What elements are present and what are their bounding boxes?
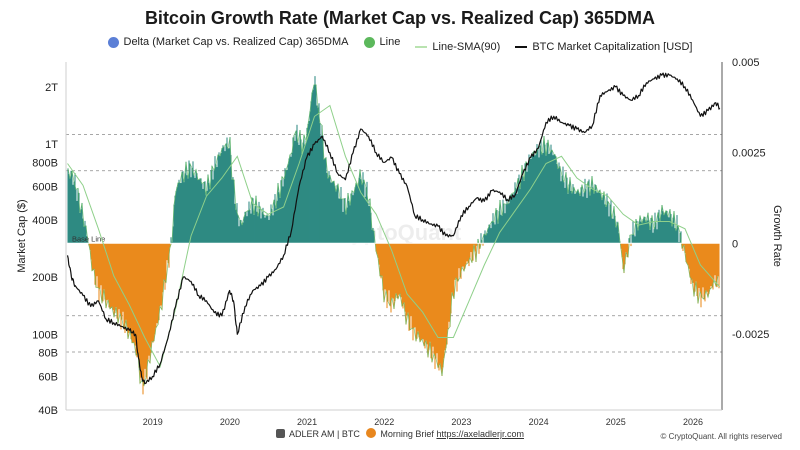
legend-label: Delta (Market Cap vs. Realized Cap) 365D… <box>123 36 349 48</box>
left-tick-label: 80B <box>38 348 58 360</box>
legend-line-icon <box>415 45 428 48</box>
legend-label: BTC Market Capitalization [USD] <box>532 40 693 53</box>
legend-item-market-cap[interactable]: BTC Market Capitalization [USD] <box>515 40 693 53</box>
legend-item-line[interactable]: Line <box>363 36 401 48</box>
x-tick-label: 2026 <box>683 417 703 427</box>
legend-dot-icon <box>363 36 375 48</box>
left-tick-label: 60B <box>38 372 58 384</box>
legend-item-delta[interactable]: Delta (Market Cap vs. Realized Cap) 365D… <box>107 36 349 48</box>
chart-legend: Delta (Market Cap vs. Realized Cap) 365D… <box>0 36 800 53</box>
chart-title: Bitcoin Growth Rate (Market Cap vs. Real… <box>144 8 656 28</box>
left-tick-label: 1T <box>45 139 58 151</box>
right-tick-label: -0.0025 <box>732 329 769 341</box>
x-tick-label: 2021 <box>297 417 317 427</box>
right-tick-label: 0.0025 <box>732 148 766 160</box>
sma90-series <box>67 104 721 368</box>
legend-dot-icon <box>107 36 119 48</box>
footer-brief: Morning Brief <box>380 429 434 439</box>
base-line-label: Base Line <box>72 234 105 243</box>
morning-brief-icon <box>366 428 377 438</box>
brand-logo-icon <box>276 429 286 438</box>
x-tick-label: 2024 <box>529 417 549 427</box>
left-tick-label: 200B <box>32 272 58 284</box>
x-tick-label: 2022 <box>374 417 394 427</box>
chart-footer: ADLER AM | BTC Morning Brief https://axe… <box>0 428 800 439</box>
legend-label: Line <box>379 36 401 48</box>
left-tick-label: 800B <box>32 157 58 169</box>
right-axis-title: Growth Rate <box>771 205 783 267</box>
right-tick-label: 0 <box>732 238 738 250</box>
footer-link[interactable]: https://axeladlerjr.com <box>436 429 524 439</box>
growth-line-series <box>67 84 719 387</box>
x-tick-label: 2020 <box>220 417 240 427</box>
right-tick-label: 0.005 <box>732 57 760 69</box>
legend-label: Line-SMA(90) <box>432 40 501 53</box>
x-tick-label: 2025 <box>606 417 626 427</box>
left-tick-label: 400B <box>32 215 58 227</box>
x-tick-label: 2019 <box>143 417 163 427</box>
legend-line-icon <box>515 45 528 48</box>
x-tick-label: 2023 <box>451 417 471 427</box>
left-tick-label: 40B <box>38 405 58 417</box>
footer-brand: ADLER AM | BTC <box>289 429 360 439</box>
left-tick-label: 600B <box>32 181 58 193</box>
left-tick-label: 100B <box>32 329 58 341</box>
left-tick-label: 2T <box>45 82 58 94</box>
left-axis-title: Market Cap ($) <box>16 199 28 272</box>
legend-item-line-sma[interactable]: Line-SMA(90) <box>415 41 500 53</box>
market-cap-series <box>66 72 721 385</box>
copyright-text: © CryptoQuant. All rights reserved <box>660 432 783 441</box>
